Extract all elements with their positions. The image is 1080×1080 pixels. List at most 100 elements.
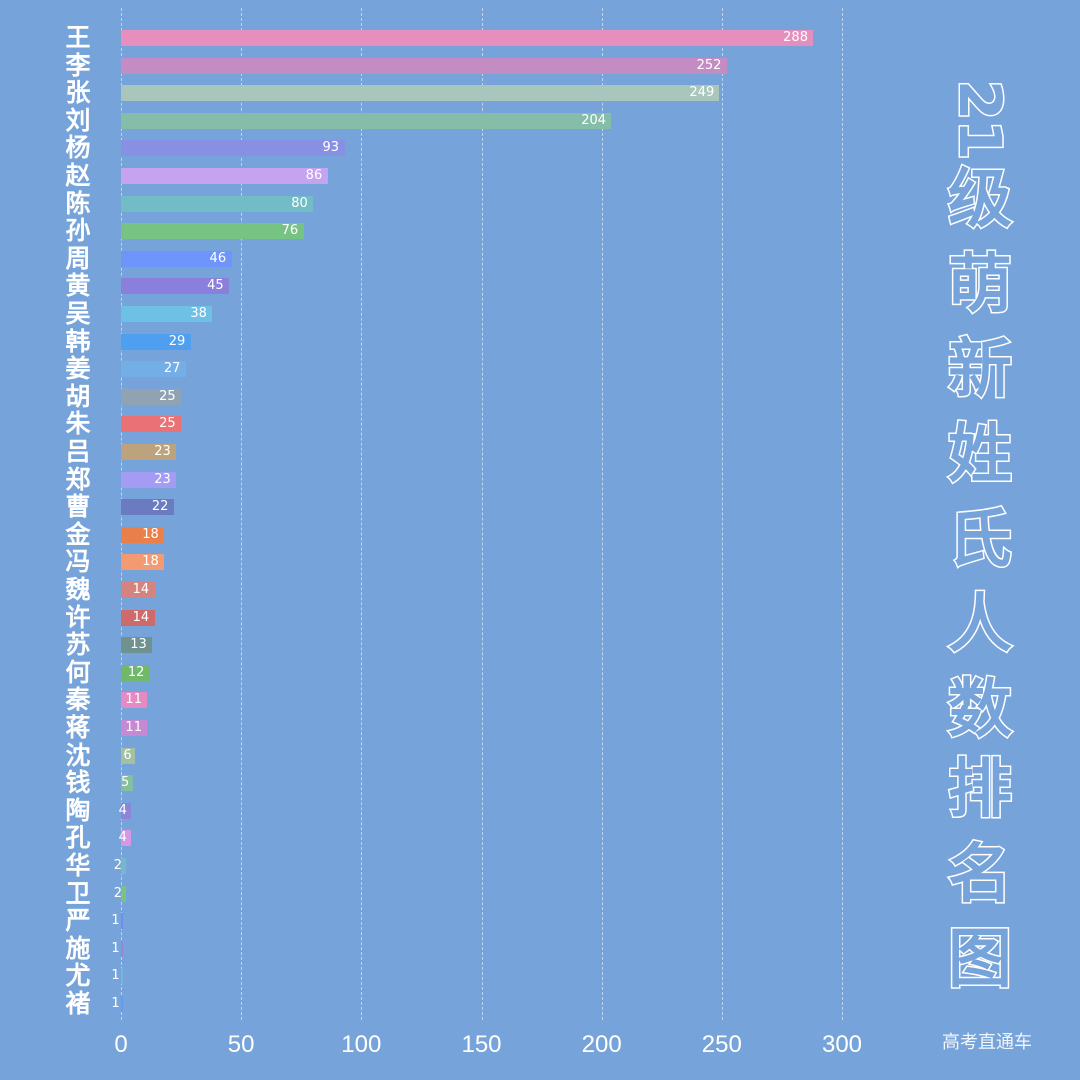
y-category-label: 魏: [65, 575, 91, 604]
x-tick-label: 100: [341, 1031, 382, 1058]
bar-value-label: 80: [291, 195, 308, 211]
bar-value-label: 288: [783, 30, 808, 45]
bar-value-label: 4: [118, 802, 127, 818]
bar-value-label: 23: [154, 471, 171, 487]
y-category-label: 尤: [65, 961, 91, 991]
y-category-label: 冯: [65, 547, 91, 577]
y-category-label: 卫: [65, 878, 91, 908]
y-category-label: 秦: [65, 685, 91, 715]
bar: [121, 913, 124, 930]
bar: [121, 692, 148, 709]
y-category-label: 姜: [65, 354, 91, 384]
bar-value-label: 204: [581, 112, 607, 128]
bar: [121, 499, 174, 516]
bar: [121, 195, 314, 212]
gridline: [361, 8, 363, 1020]
bar: [121, 747, 136, 764]
y-category-label: 蒋: [65, 713, 91, 742]
y-category-label: 王: [65, 23, 91, 52]
bar-value-label: 1: [111, 996, 120, 1011]
bar: [121, 223, 304, 240]
bar: [121, 306, 213, 322]
bar: [121, 57, 727, 74]
bar: [121, 968, 124, 985]
bar: [121, 664, 150, 681]
title-char: 图: [947, 923, 1014, 998]
y-category-label: 陶: [65, 795, 91, 825]
bar-value-label: 45: [207, 278, 224, 294]
bar: [121, 720, 148, 736]
title-char: 人: [947, 588, 1014, 663]
y-category-label: 华: [65, 851, 91, 880]
y-category-label: 李: [65, 50, 91, 80]
y-category-label: 黄: [65, 271, 91, 301]
bar-value-label: 252: [696, 57, 722, 73]
bar-value-label: 4: [118, 830, 127, 846]
bar: [121, 388, 182, 405]
y-category-label: 周: [65, 243, 91, 273]
y-category-label: 胡: [65, 381, 91, 411]
bar-value-label: 25: [159, 416, 176, 432]
gridline: [481, 8, 483, 1020]
y-category-label: 杨: [65, 133, 91, 163]
bar-value-label: 12: [127, 664, 145, 680]
x-tick-label: 150: [461, 1031, 502, 1058]
bar: [121, 554, 165, 571]
bar: [121, 637, 153, 654]
x-tick-label: 300: [821, 1031, 863, 1058]
bar-value-label: 38: [190, 306, 207, 321]
y-category-label: 刘: [65, 105, 91, 135]
watermark: 高考直通车: [942, 1032, 1032, 1053]
x-tick-label: 0: [114, 1031, 128, 1058]
bar-value-label: 1: [111, 940, 120, 956]
bar-value-label: 18: [142, 554, 159, 570]
bar: [121, 444, 177, 460]
bar-value-label: 86: [305, 168, 323, 183]
y-category-label: 施: [65, 933, 91, 963]
bar: [121, 85, 720, 102]
y-category-label: 朱: [65, 409, 91, 439]
bar-value-label: 14: [132, 582, 150, 597]
bar-value-label: 46: [209, 250, 227, 266]
bar-value-label: 18: [142, 526, 159, 542]
bar: [121, 416, 182, 433]
bar-value-label: 11: [125, 720, 142, 735]
bar-value-label: 2: [113, 885, 123, 901]
title-char: 数: [947, 673, 1014, 748]
bar: [121, 609, 155, 626]
bar-value-label: 23: [154, 444, 171, 459]
bar-value-label: 76: [281, 223, 299, 239]
y-category-label: 陈: [65, 188, 91, 218]
bar: [121, 830, 131, 847]
y-category-label: 孙: [65, 216, 91, 246]
gridline: [241, 8, 243, 1020]
bar: [121, 30, 814, 46]
bar-value-label: 2: [113, 858, 123, 873]
bar: [121, 885, 126, 902]
bar: [121, 112, 612, 129]
bar: [121, 361, 186, 378]
bar-value-label: 13: [130, 637, 147, 653]
bar: [121, 940, 124, 957]
bar: [121, 775, 134, 792]
y-category-label: 严: [65, 906, 91, 936]
bar: [121, 471, 177, 488]
bar: [121, 802, 131, 819]
bar-value-label: 14: [132, 609, 150, 625]
y-category-label: 吴: [65, 299, 91, 328]
gridline: [721, 8, 723, 1020]
bar: [121, 582, 155, 598]
gridline: [601, 8, 603, 1020]
title-char: 级: [947, 163, 1014, 238]
y-category-label: 吕: [65, 437, 91, 466]
title-char: 萌: [947, 248, 1014, 323]
bar-value-label: 249: [689, 85, 715, 101]
x-tick-label: 200: [581, 1031, 622, 1058]
title-char: 新: [947, 333, 1014, 408]
bar-value-label: 6: [123, 747, 132, 763]
bar-value-label: 1: [111, 913, 120, 929]
y-category-label: 何: [65, 657, 91, 687]
bar: [121, 333, 191, 350]
bar: [121, 526, 165, 543]
